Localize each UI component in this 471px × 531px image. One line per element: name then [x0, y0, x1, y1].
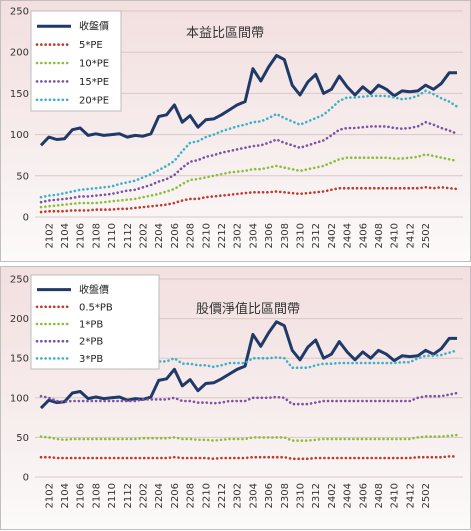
- x-tick-label: 2212: [217, 483, 228, 508]
- x-tick-label: 2210: [201, 223, 212, 248]
- x-tick-label: 2402: [327, 483, 338, 508]
- x-tick-label: 2502: [421, 483, 432, 508]
- series-line-0: [39, 54, 457, 147]
- y-tick-label: 250: [10, 7, 29, 18]
- x-tick-label: 2204: [154, 483, 165, 508]
- x-tick-label: 2310: [296, 223, 307, 248]
- x-tick-label: 2112: [123, 483, 134, 508]
- pb-band-chart: 0 50 100 150 200 250 2102 2104 2106 2108 2110 2112 2…: [10, 274, 463, 508]
- x-tick-label: 2210: [201, 483, 212, 508]
- pb-band-chart-panel: 0 50 100 150 200 250 2102 2104 2106 2108 2110 2112 2…: [0, 266, 471, 530]
- x-tick-label: 2308: [280, 483, 291, 508]
- x-tick-label: 2208: [186, 483, 197, 508]
- x-tick-label: 2306: [264, 223, 275, 248]
- x-tick-label: 2410: [390, 483, 401, 508]
- legend-label: 10*PE: [79, 59, 109, 70]
- x-tick-label: 2404: [343, 483, 354, 508]
- chart-title: 本益比區間帶: [186, 26, 264, 41]
- x-tick-label: 2312: [311, 483, 322, 508]
- x-tick-label: 2110: [107, 223, 118, 248]
- legend-label: 收盤價: [79, 20, 109, 33]
- y-tick-label: 0: [23, 473, 29, 484]
- legend-label: 3*PB: [79, 354, 103, 365]
- legend-label: 5*PE: [79, 40, 103, 51]
- x-tick-label: 2312: [311, 223, 322, 248]
- x-tick-label: 2304: [248, 223, 259, 248]
- x-tick-label: 2308: [280, 223, 291, 248]
- x-tick-label: 2408: [374, 483, 385, 508]
- x-tick-label: 2102: [44, 223, 55, 248]
- x-tick-label: 2108: [91, 223, 102, 248]
- x-tick-label: 2206: [170, 223, 181, 248]
- y-tick-label: 150: [10, 89, 29, 100]
- legend-label: 20*PE: [79, 95, 109, 106]
- x-tick-label: 2110: [107, 483, 118, 508]
- y-tick-label: 0: [23, 213, 29, 224]
- x-tick-label: 2406: [358, 223, 369, 248]
- x-tick-label: 2404: [343, 223, 354, 248]
- y-tick-label: 200: [10, 314, 29, 325]
- y-tick-label: 50: [16, 171, 29, 182]
- x-tick-label: 2310: [296, 483, 307, 508]
- x-tick-label: 2412: [405, 483, 416, 508]
- series-line-3: [39, 391, 459, 406]
- series-line-4: [39, 349, 459, 369]
- y-tick-label: 150: [10, 354, 29, 365]
- x-tick-label: 2304: [248, 483, 259, 508]
- x-tick-label: 2302: [233, 483, 244, 508]
- x-tick-label: 2102: [44, 483, 55, 508]
- x-tick-label: 2204: [154, 223, 165, 248]
- x-tick-label: 2106: [76, 483, 87, 508]
- x-tick-label: 2502: [421, 223, 432, 248]
- series-line-4: [39, 89, 459, 199]
- series-line-3: [39, 120, 459, 204]
- x-tick-label: 2406: [358, 483, 369, 508]
- x-tick-label: 2302: [233, 223, 244, 248]
- y-tick-label: 250: [10, 275, 29, 286]
- pe-band-chart-panel: 0 50 100 150 200 250 2102 2104 2106 2108 2110 2112 2…: [0, 0, 471, 262]
- series-line-1: [39, 185, 459, 214]
- x-tick-label: 2206: [170, 483, 181, 508]
- x-tick-label: 2202: [139, 223, 150, 248]
- pe-band-chart: 0 50 100 150 200 250 2102 2104 2106 2108 2110 2112 2…: [10, 7, 463, 248]
- x-tick-label: 2208: [186, 223, 197, 248]
- legend-label: 15*PE: [79, 77, 109, 88]
- x-tick-label: 2410: [390, 223, 401, 248]
- x-tick-label: 2212: [217, 223, 228, 248]
- y-tick-label: 100: [10, 393, 29, 404]
- series-line-1: [39, 455, 459, 461]
- chart-title: 股價淨值比區間帶: [196, 301, 300, 317]
- y-tick-label: 100: [10, 130, 29, 141]
- series-line-2: [39, 153, 459, 209]
- x-tick-label: 2104: [60, 483, 71, 508]
- legend-label: 2*PB: [79, 337, 103, 348]
- x-tick-label: 2106: [76, 223, 87, 248]
- x-tick-label: 2202: [139, 483, 150, 508]
- legend-label: 0.5*PB: [79, 302, 113, 313]
- x-tick-label: 2112: [123, 223, 134, 248]
- legend-label: 收盤價: [79, 283, 109, 296]
- y-tick-label: 50: [16, 433, 29, 444]
- x-tick-label: 2412: [405, 223, 416, 248]
- x-tick-label: 2408: [374, 223, 385, 248]
- series-line-2: [39, 433, 459, 442]
- x-tick-label: 2108: [91, 483, 102, 508]
- y-tick-label: 200: [10, 48, 29, 59]
- x-tick-label: 2306: [264, 483, 275, 508]
- x-tick-label: 2104: [60, 223, 71, 248]
- x-tick-label: 2402: [327, 223, 338, 248]
- legend-label: 1*PB: [79, 320, 103, 331]
- series-line-0: [39, 320, 457, 410]
